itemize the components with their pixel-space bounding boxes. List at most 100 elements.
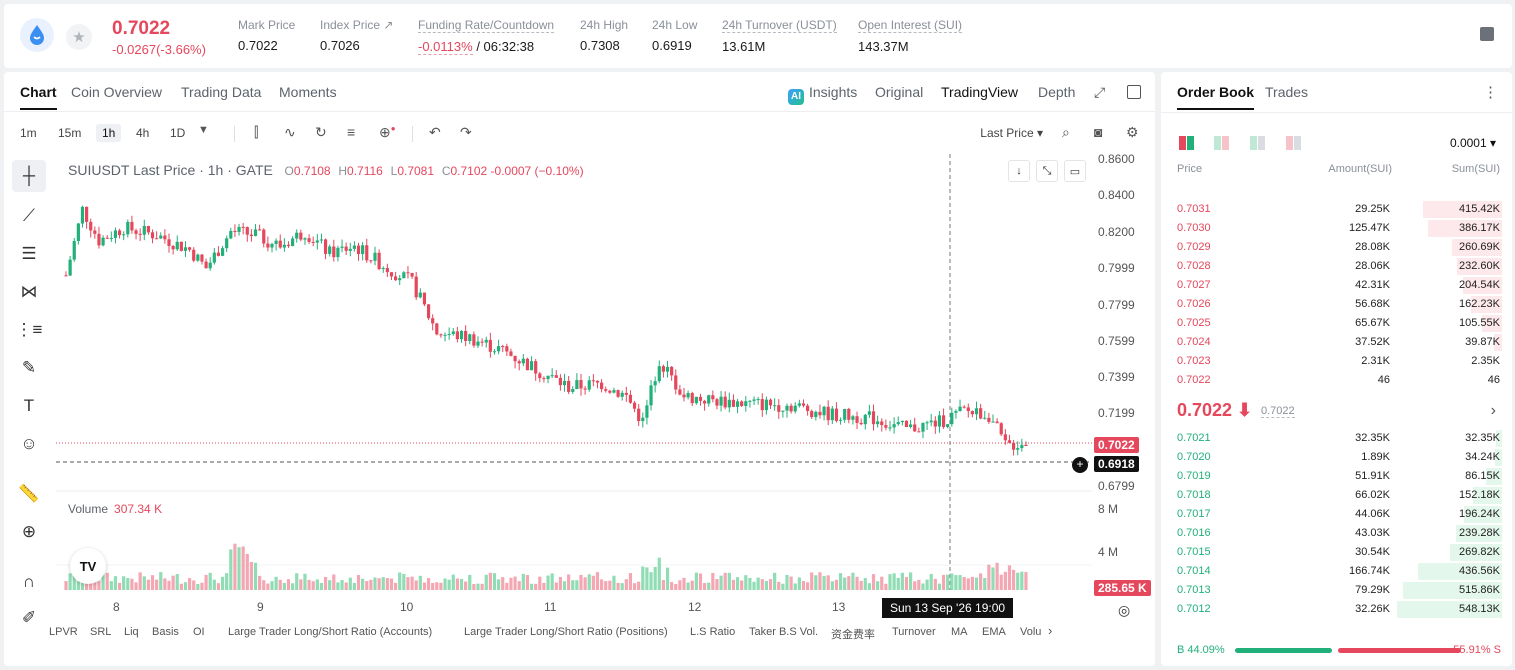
indicator-turnover[interactable]: Turnover — [892, 626, 936, 638]
bid-row[interactable]: 0.7018 66.02K 152.18K — [1161, 486, 1512, 505]
timeframe-15m[interactable]: 15m — [58, 126, 82, 140]
volume-bar — [950, 573, 954, 590]
ask-row[interactable]: 0.7031 29.25K 415.42K — [1161, 200, 1512, 219]
book-icon[interactable] — [1480, 27, 1494, 41]
view-insights[interactable]: AI Insights — [788, 84, 857, 105]
tab-moments[interactable]: Moments — [279, 84, 337, 100]
view-mixed-icon[interactable] — [1214, 136, 1230, 150]
precision-select[interactable]: 0.0001 ▾ — [1449, 136, 1496, 150]
volume-bar — [777, 581, 781, 590]
timeframe-1d[interactable]: 1D — [170, 126, 186, 140]
horizontal-lines-icon[interactable]: ☰ — [21, 244, 37, 263]
volume-bar — [451, 574, 455, 590]
ask-row[interactable]: 0.7030 125.47K 386.17K — [1161, 219, 1512, 238]
row-sum: 415.42K — [1459, 203, 1500, 215]
view-depth[interactable]: Depth — [1038, 84, 1076, 100]
ask-row[interactable]: 0.7028 28.06K 232.60K — [1161, 257, 1512, 276]
indicator-volume[interactable]: Volu — [1020, 626, 1042, 638]
redo-icon[interactable]: ↷ — [460, 124, 472, 140]
ask-row[interactable]: 0.7027 42.31K 204.54K — [1161, 276, 1512, 295]
emoji-icon[interactable]: ☺ — [20, 434, 38, 453]
zoom-in-icon[interactable]: ⊕ — [21, 522, 37, 541]
more-options-icon[interactable]: ⋮ — [1483, 84, 1498, 101]
candlestick-chart[interactable] — [56, 154, 1092, 590]
view-original[interactable]: Original — [875, 84, 924, 100]
bid-row[interactable]: 0.7015 30.54K 269.82K — [1161, 543, 1512, 562]
maximize-icon[interactable]: ▭ — [1064, 160, 1086, 182]
ruler-icon[interactable]: 📏 — [18, 484, 40, 503]
indicator-large-trader-positions[interactable]: Large Trader Long/Short Ratio (Positions… — [464, 626, 668, 638]
add-indicator-icon[interactable]: ⊕● — [379, 124, 396, 140]
brush-icon[interactable]: ✎ — [21, 358, 37, 377]
bid-row[interactable]: 0.7012 32.26K 548.13K — [1161, 600, 1512, 619]
ask-row[interactable]: 0.7023 2.31K 2.35K — [1161, 352, 1512, 371]
indicator-ema[interactable]: EMA — [982, 626, 1006, 638]
gear-icon[interactable]: ⚙ — [1126, 124, 1139, 140]
settings-target-icon[interactable]: ◎ — [1118, 602, 1131, 618]
undo-icon[interactable]: ↶ — [429, 124, 441, 140]
search-icon[interactable]: ⌕ — [1062, 124, 1070, 140]
collapse-icon[interactable]: ⤡ — [1036, 160, 1058, 182]
chevron-down-icon[interactable]: ▼ — [198, 124, 209, 136]
stat-index-price[interactable]: Index Price ↗ 0.7026 — [320, 18, 393, 53]
bid-row[interactable]: 0.7017 44.06K 196.24K — [1161, 505, 1512, 524]
bid-row[interactable]: 0.7019 51.91K 86.15K — [1161, 467, 1512, 486]
tab-coin-overview[interactable]: Coin Overview — [71, 84, 163, 100]
magnet-icon[interactable]: ∩ — [22, 572, 36, 591]
ask-row[interactable]: 0.7024 37.52K 39.87K — [1161, 333, 1512, 352]
bid-row[interactable]: 0.7013 79.29K 515.86K — [1161, 581, 1512, 600]
ask-row[interactable]: 0.7022 46 46 — [1161, 371, 1512, 390]
indicator-liq[interactable]: Liq — [124, 626, 139, 638]
pencil-lock-icon[interactable]: ✐ — [21, 608, 37, 627]
bid-row[interactable]: 0.7021 32.35K 32.35K — [1161, 429, 1512, 448]
window-toggle-icon[interactable] — [1127, 85, 1141, 99]
sui-coin-icon — [20, 18, 54, 52]
list-icon[interactable]: ≡ — [347, 124, 356, 140]
timeframe-4h[interactable]: 4h — [136, 126, 150, 140]
text-icon[interactable]: T — [23, 396, 35, 415]
indicator-large-trader-accounts[interactable]: Large Trader Long/Short Ratio (Accounts) — [228, 626, 433, 638]
add-alert-icon[interactable]: + — [1072, 457, 1088, 473]
ask-row[interactable]: 0.7026 56.68K 162.23K — [1161, 295, 1512, 314]
tab-chart[interactable]: Chart — [20, 84, 57, 110]
ask-row[interactable]: 0.7029 28.08K 260.69K — [1161, 238, 1512, 257]
indicator-basis[interactable]: Basis — [152, 626, 179, 638]
indicator-funding-rate[interactable]: 资金费率 — [831, 629, 875, 641]
fullscreen-icon[interactable]: ⤢ — [1094, 84, 1106, 100]
chevron-right-icon[interactable]: › — [1048, 623, 1053, 638]
ask-row[interactable]: 0.7025 65.67K 105.55K — [1161, 314, 1512, 333]
tab-trading-data[interactable]: Trading Data — [181, 84, 262, 100]
bid-row[interactable]: 0.7016 43.03K 239.28K — [1161, 524, 1512, 543]
indicator-srl[interactable]: SRL — [90, 626, 112, 638]
bid-row[interactable]: 0.7020 1.89K 34.24K — [1161, 448, 1512, 467]
indicator-ma[interactable]: MA — [951, 626, 968, 638]
price-change: -0.0267(-3.66%) — [112, 42, 206, 57]
view-bids-icon[interactable] — [1250, 136, 1266, 150]
fib-icon[interactable]: ⋮≡ — [15, 320, 43, 339]
timeframe-1m[interactable]: 1m — [20, 126, 37, 140]
pattern-icon[interactable]: ⋈ — [20, 282, 38, 301]
camera-icon[interactable]: ◙ — [1094, 124, 1103, 140]
indicator-taker-vol[interactable]: Taker B.S Vol. — [749, 626, 819, 638]
indicators-icon[interactable]: ∿ — [284, 124, 296, 140]
view-both-icon[interactable] — [1179, 136, 1195, 150]
arrow-down-icon[interactable]: ↓ — [1008, 160, 1030, 182]
refresh-icon[interactable]: ↻ — [315, 124, 327, 140]
favorite-star-icon[interactable]: ★ — [66, 24, 92, 50]
volume-bar — [525, 575, 530, 590]
view-asks-icon[interactable] — [1286, 136, 1302, 150]
indicator-oi[interactable]: OI — [193, 626, 205, 638]
tab-trades[interactable]: Trades — [1265, 84, 1309, 100]
indicator-ls-ratio[interactable]: L.S Ratio — [690, 626, 736, 638]
trendline-icon[interactable]: ⟋ — [23, 206, 35, 225]
view-tradingview[interactable]: TradingView — [941, 84, 1019, 100]
candle-type-icon[interactable]: ⫿ — [254, 124, 259, 140]
bid-row[interactable]: 0.7014 166.74K 436.56K — [1161, 562, 1512, 581]
price-source-select[interactable]: Last Price ▾ — [980, 126, 1043, 140]
chevron-right-icon[interactable]: › — [1490, 402, 1496, 419]
crosshair-icon[interactable]: ┼ — [12, 160, 46, 192]
tab-order-book[interactable]: Order Book — [1177, 84, 1255, 110]
timeframe-1h[interactable]: 1h — [96, 124, 122, 142]
stat-label[interactable]: Index Price ↗ — [320, 18, 394, 32]
indicator-lpvr[interactable]: LPVR — [49, 626, 78, 638]
